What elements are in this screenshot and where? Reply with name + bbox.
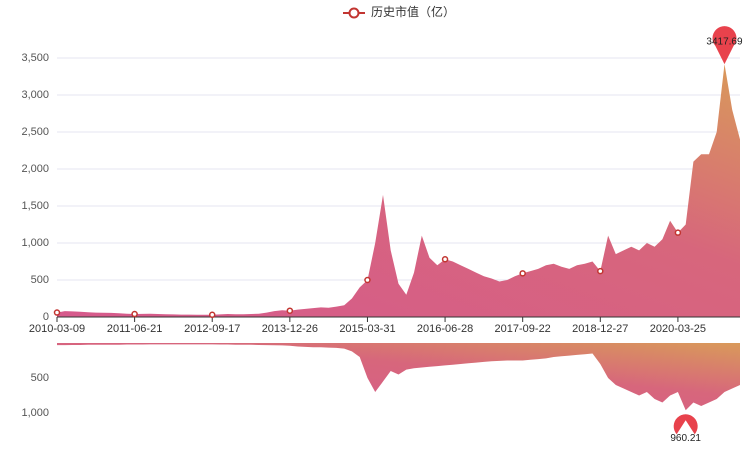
point	[208, 311, 216, 319]
x-tick-label: 2011-06-21	[107, 323, 162, 335]
legend[interactable]: 历史市值（亿）	[343, 4, 455, 19]
point	[597, 267, 604, 275]
x-tick-label: 2013-12-26	[262, 323, 318, 335]
x-tick-label: 2017-09-22	[495, 323, 551, 335]
pin	[712, 26, 737, 65]
legend-label: 历史市值（亿）	[371, 4, 455, 19]
y-tick-label: 500	[31, 274, 49, 286]
y-tick-label: 2,500	[21, 126, 49, 138]
point	[441, 256, 449, 263]
y-tick-label: 0	[43, 311, 49, 323]
mark-label: 3417.69	[706, 37, 743, 48]
y-tick-label: 3,500	[21, 52, 49, 64]
y-tick-label: 1,500	[21, 200, 49, 212]
mark-label: 960.21	[670, 433, 701, 444]
y-tick-label: 1,000	[21, 407, 49, 419]
x-tick-label: 2012-09-17	[184, 323, 240, 335]
point	[519, 270, 526, 277]
point	[364, 276, 371, 284]
y-tick-label: 1,000	[21, 237, 49, 249]
mark-point: 960.21	[670, 414, 701, 444]
pin	[673, 414, 698, 435]
point	[131, 310, 138, 318]
point	[674, 229, 682, 236]
y-tick-label: 500	[31, 372, 49, 384]
area	[57, 343, 740, 411]
point	[286, 307, 294, 314]
point	[53, 309, 61, 316]
x-tick-label: 2016-06-28	[417, 323, 473, 335]
mark-point: 3417.69	[706, 26, 743, 65]
area	[57, 64, 740, 317]
x-tick-label: 2020-03-25	[650, 323, 706, 335]
y-tick-label: 2,000	[21, 163, 49, 175]
x-tick-label: 2018-12-27	[572, 323, 628, 335]
x-tick-label: 2015-03-31	[339, 323, 395, 335]
y-tick-label: 3,000	[21, 89, 49, 101]
x-tick-label: 2010-03-09	[29, 323, 85, 335]
